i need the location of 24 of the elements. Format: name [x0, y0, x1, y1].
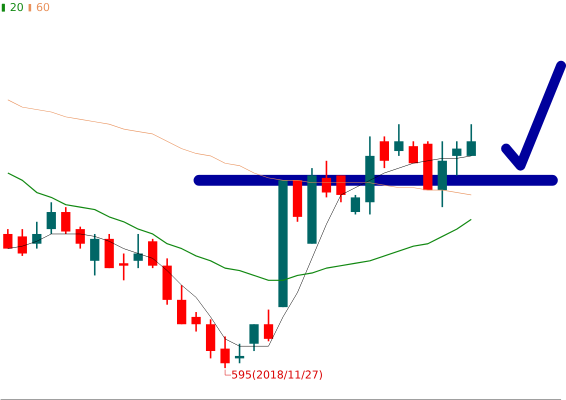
candlestick	[32, 220, 42, 250]
candlestick	[46, 201, 56, 235]
candlestick	[322, 160, 332, 198]
legend-label: 60	[36, 2, 50, 11]
candlestick	[264, 308, 274, 342]
candlestick	[234, 342, 244, 364]
candlestick	[466, 123, 476, 156]
candlestick	[76, 226, 85, 250]
candlestick	[394, 123, 404, 156]
candlestick	[61, 206, 70, 235]
candlestick	[452, 140, 462, 176]
candlestick	[18, 228, 27, 256]
candlestick	[3, 228, 12, 250]
candlestick	[220, 335, 230, 369]
legend-label: 20	[10, 2, 23, 11]
candlestick	[249, 323, 259, 352]
candlestick	[90, 232, 100, 276]
candlestick	[380, 135, 390, 169]
candlestick	[134, 232, 143, 269]
candlestick	[119, 252, 128, 281]
candlestick	[350, 194, 360, 216]
candlestick	[191, 311, 201, 332]
candlestick	[408, 140, 418, 164]
text: 595(2018/11/27)	[232, 370, 322, 380]
